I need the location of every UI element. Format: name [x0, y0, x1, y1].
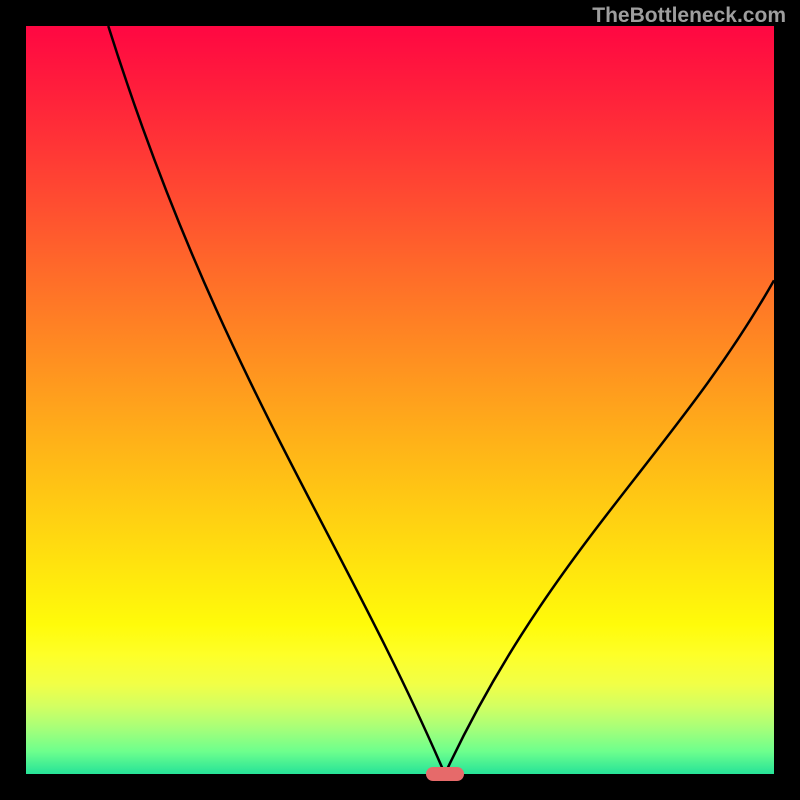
watermark-text: TheBottleneck.com [592, 4, 786, 28]
chart-background [26, 26, 774, 774]
chart-plot-area [26, 26, 774, 774]
optimal-marker-pill [426, 767, 464, 781]
optimal-marker [426, 767, 464, 781]
chart-svg [26, 26, 774, 774]
